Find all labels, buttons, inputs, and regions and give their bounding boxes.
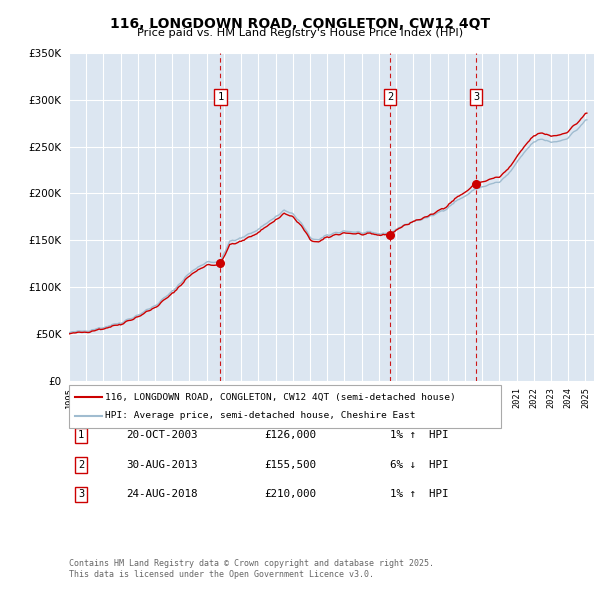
Text: 2: 2 <box>78 460 84 470</box>
Text: 1: 1 <box>217 92 224 102</box>
Text: 3: 3 <box>78 490 84 499</box>
Text: 1% ↑  HPI: 1% ↑ HPI <box>390 490 449 499</box>
Text: Contains HM Land Registry data © Crown copyright and database right 2025.: Contains HM Land Registry data © Crown c… <box>69 559 434 568</box>
Text: £126,000: £126,000 <box>264 431 316 440</box>
Text: 1: 1 <box>78 431 84 440</box>
Text: This data is licensed under the Open Government Licence v3.0.: This data is licensed under the Open Gov… <box>69 571 374 579</box>
Text: 3: 3 <box>473 92 479 102</box>
Text: £210,000: £210,000 <box>264 490 316 499</box>
Text: 116, LONGDOWN ROAD, CONGLETON, CW12 4QT: 116, LONGDOWN ROAD, CONGLETON, CW12 4QT <box>110 17 490 31</box>
Text: 2: 2 <box>387 92 394 102</box>
Text: HPI: Average price, semi-detached house, Cheshire East: HPI: Average price, semi-detached house,… <box>105 411 415 420</box>
Text: £155,500: £155,500 <box>264 460 316 470</box>
Text: 24-AUG-2018: 24-AUG-2018 <box>126 490 197 499</box>
Text: 30-AUG-2013: 30-AUG-2013 <box>126 460 197 470</box>
Text: 6% ↓  HPI: 6% ↓ HPI <box>390 460 449 470</box>
Text: Price paid vs. HM Land Registry's House Price Index (HPI): Price paid vs. HM Land Registry's House … <box>137 28 463 38</box>
Text: 1% ↑  HPI: 1% ↑ HPI <box>390 431 449 440</box>
Text: 20-OCT-2003: 20-OCT-2003 <box>126 431 197 440</box>
Text: 116, LONGDOWN ROAD, CONGLETON, CW12 4QT (semi-detached house): 116, LONGDOWN ROAD, CONGLETON, CW12 4QT … <box>105 393 456 402</box>
